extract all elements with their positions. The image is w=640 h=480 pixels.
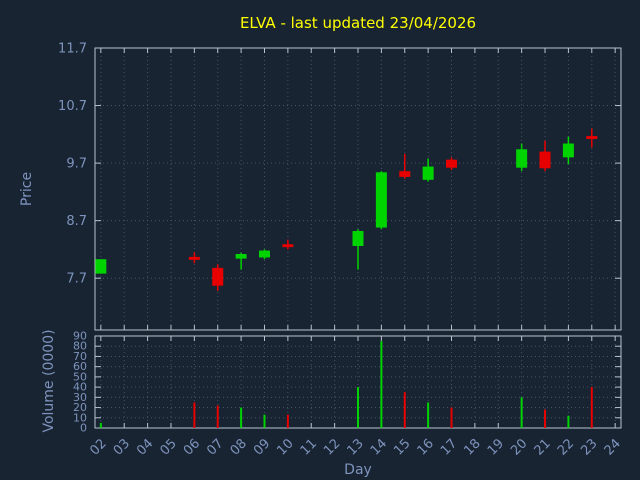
x-tick-label: 06 <box>181 436 203 458</box>
x-tick-label: 05 <box>157 436 179 458</box>
volume-bars <box>99 341 593 428</box>
candle <box>516 143 528 172</box>
x-tick-label: 24 <box>602 436 624 458</box>
candle <box>235 252 247 270</box>
chart-title: ELVA - last updated 23/04/2026 <box>239 14 477 32</box>
candle <box>586 128 598 148</box>
price-tick-label: 11.7 <box>58 42 87 57</box>
price-tick-label: 10.7 <box>58 99 87 114</box>
volume-tick-label: 20 <box>73 401 87 414</box>
candle <box>188 252 200 264</box>
candles <box>95 128 598 291</box>
x-tick-label: 11 <box>298 436 320 458</box>
candle-body <box>282 244 294 248</box>
volume-tick-label: 0 <box>80 422 87 435</box>
x-tick-label: 18 <box>461 436 483 458</box>
price-panel-border <box>94 47 622 331</box>
volume-tick-label: 60 <box>73 360 87 373</box>
candle-body <box>258 250 270 258</box>
volume-tick-label: 80 <box>73 340 87 353</box>
x-tick-label: 20 <box>508 436 530 458</box>
candle-body <box>375 172 387 228</box>
candle <box>399 153 411 179</box>
candle <box>446 157 458 171</box>
candle <box>375 171 387 230</box>
x-tick-label: 14 <box>368 436 390 458</box>
volume-tick-label: 50 <box>73 370 87 383</box>
x-tick-label: 19 <box>485 436 507 458</box>
x-tick-label: 16 <box>415 436 437 458</box>
candle <box>562 136 574 165</box>
x-tick-label: 17 <box>438 436 460 458</box>
candle-body <box>188 256 200 260</box>
candle-body <box>212 267 224 286</box>
x-tick-label: 07 <box>204 436 226 458</box>
day-axis-title: Day <box>344 462 372 478</box>
price-axis-title: Price <box>19 171 35 207</box>
x-tick-label: 03 <box>111 436 133 458</box>
candle-body <box>539 151 551 169</box>
candle <box>95 259 107 274</box>
candle <box>422 158 434 182</box>
volume-tick-label: 30 <box>73 391 87 404</box>
candle <box>539 140 551 172</box>
candle <box>212 264 224 291</box>
volume-tick-label: 70 <box>73 350 87 363</box>
x-tick-label: 15 <box>391 436 413 458</box>
x-tick-label: 02 <box>87 436 109 458</box>
x-tick-label: 09 <box>251 436 273 458</box>
x-tick-label: 08 <box>228 436 250 458</box>
candle-body <box>95 259 107 274</box>
price-tick-label: 9.7 <box>66 157 87 172</box>
x-tick-label: 23 <box>578 436 600 458</box>
candle-body <box>399 171 411 177</box>
candle-body <box>586 136 598 139</box>
candle <box>352 229 364 270</box>
x-tick-label: 21 <box>532 436 554 458</box>
candle <box>258 249 270 260</box>
x-tick-label: 13 <box>345 436 367 458</box>
price-tick-label: 7.7 <box>66 272 87 287</box>
x-tick-label: 12 <box>321 436 343 458</box>
volume-tick-label: 90 <box>73 330 87 343</box>
volume-tick-label: 10 <box>73 411 87 424</box>
x-tick-label: 10 <box>274 436 296 458</box>
candle-body <box>352 231 364 246</box>
candle-body <box>235 254 247 259</box>
candle <box>282 239 294 250</box>
volume-tick-label: 40 <box>73 381 87 394</box>
x-tick-label: 04 <box>134 436 156 458</box>
candle-body <box>422 166 434 180</box>
price-tick-label: 8.7 <box>66 214 87 229</box>
candle-body <box>516 149 528 168</box>
candle-body <box>562 143 574 158</box>
x-tick-label: 22 <box>555 436 577 458</box>
candle-body <box>446 159 458 168</box>
volume-axis-title: Volume (0000) <box>41 329 57 433</box>
